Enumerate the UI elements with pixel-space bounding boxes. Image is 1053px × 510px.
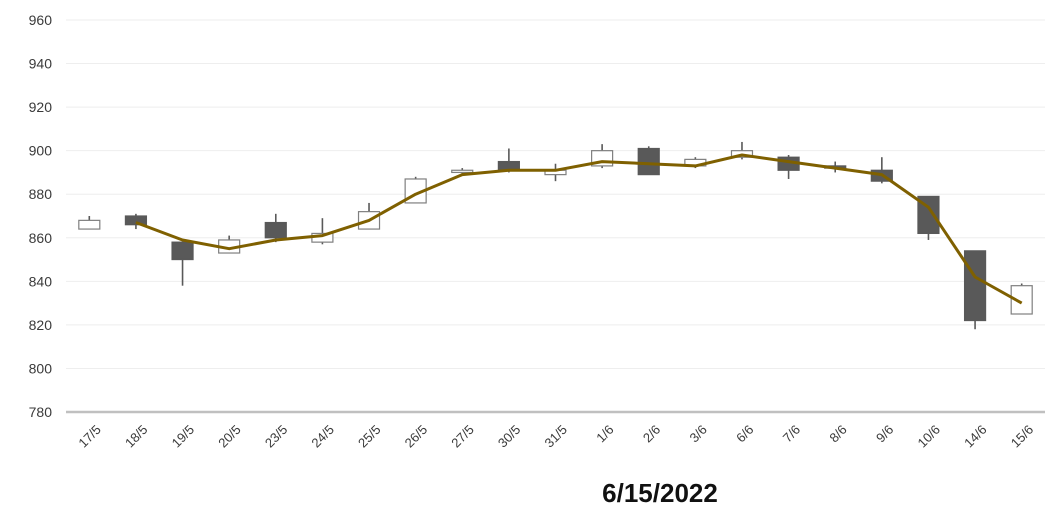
x-tick-label: 18/5 bbox=[122, 422, 151, 451]
x-tick-label: 31/5 bbox=[542, 422, 571, 451]
candle-18-5 bbox=[124, 213, 148, 230]
x-axis-ticks: 17/5 18/5 19/5 20/5 23/5 24/5 25/5 26/5 27/5 30/5… bbox=[75, 422, 1036, 451]
x-tick-label: 15/6 bbox=[1008, 422, 1037, 451]
gridlines bbox=[66, 19, 1045, 369]
y-tick-label: 860 bbox=[29, 230, 53, 246]
y-tick-label: 920 bbox=[29, 99, 53, 115]
candle-1-6 bbox=[591, 144, 614, 169]
y-tick-label: 960 bbox=[29, 12, 53, 28]
x-tick-label: 1/6 bbox=[593, 422, 616, 445]
x-tick-label: 6/6 bbox=[733, 422, 756, 445]
y-tick-label: 800 bbox=[29, 360, 53, 376]
candle-2-6 bbox=[637, 146, 660, 176]
x-tick-label: 26/5 bbox=[402, 422, 431, 451]
x-tick-label: 20/5 bbox=[215, 422, 244, 451]
candle-body bbox=[171, 241, 194, 261]
y-tick-label: 780 bbox=[29, 404, 53, 420]
candles bbox=[78, 141, 1033, 330]
candle-23-5 bbox=[264, 213, 287, 243]
candle-body bbox=[124, 215, 148, 226]
y-tick-label: 880 bbox=[29, 186, 53, 202]
candle-15-6 bbox=[1010, 283, 1033, 315]
x-tick-label: 3/6 bbox=[687, 422, 710, 445]
x-tick-label: 7/6 bbox=[780, 422, 803, 445]
candle-19-5 bbox=[171, 241, 194, 286]
x-tick-label: 17/5 bbox=[75, 422, 104, 451]
candle-17-5 bbox=[78, 216, 101, 230]
candle-10-6 bbox=[917, 195, 940, 240]
candle-body bbox=[264, 221, 287, 239]
candle-14-6 bbox=[963, 250, 987, 330]
y-tick-label: 940 bbox=[29, 56, 53, 72]
date-caption: 6/15/2022 bbox=[602, 478, 718, 508]
x-tick-label: 19/5 bbox=[169, 422, 198, 451]
candle-24-5 bbox=[311, 218, 334, 245]
y-tick-label: 900 bbox=[29, 143, 53, 159]
x-tick-label: 8/6 bbox=[826, 422, 849, 445]
candle-body bbox=[963, 250, 987, 322]
x-tick-label: 27/5 bbox=[448, 422, 477, 451]
x-tick-label: 10/6 bbox=[915, 422, 944, 451]
candle-body bbox=[917, 195, 940, 235]
candle-body bbox=[1010, 285, 1033, 315]
y-axis-ticks: 780 800 820 840 860 880 900 920 940 960 bbox=[29, 12, 53, 420]
x-tick-label: 25/5 bbox=[355, 422, 384, 451]
candle-31-5 bbox=[544, 163, 567, 182]
candle-7-6 bbox=[777, 155, 800, 179]
y-tick-label: 840 bbox=[29, 273, 53, 289]
x-tick-label: 14/6 bbox=[961, 422, 990, 451]
x-tick-label: 2/6 bbox=[640, 422, 663, 445]
trend-line bbox=[135, 153, 1023, 305]
x-tick-label: 24/5 bbox=[308, 422, 337, 451]
candle-body bbox=[451, 169, 474, 174]
x-tick-label: 23/5 bbox=[262, 422, 291, 451]
x-tick-label: 30/5 bbox=[495, 422, 524, 451]
y-tick-label: 820 bbox=[29, 317, 53, 333]
candle-body bbox=[637, 147, 660, 176]
candle-body bbox=[78, 219, 101, 230]
x-tick-label: 9/6 bbox=[873, 422, 896, 445]
